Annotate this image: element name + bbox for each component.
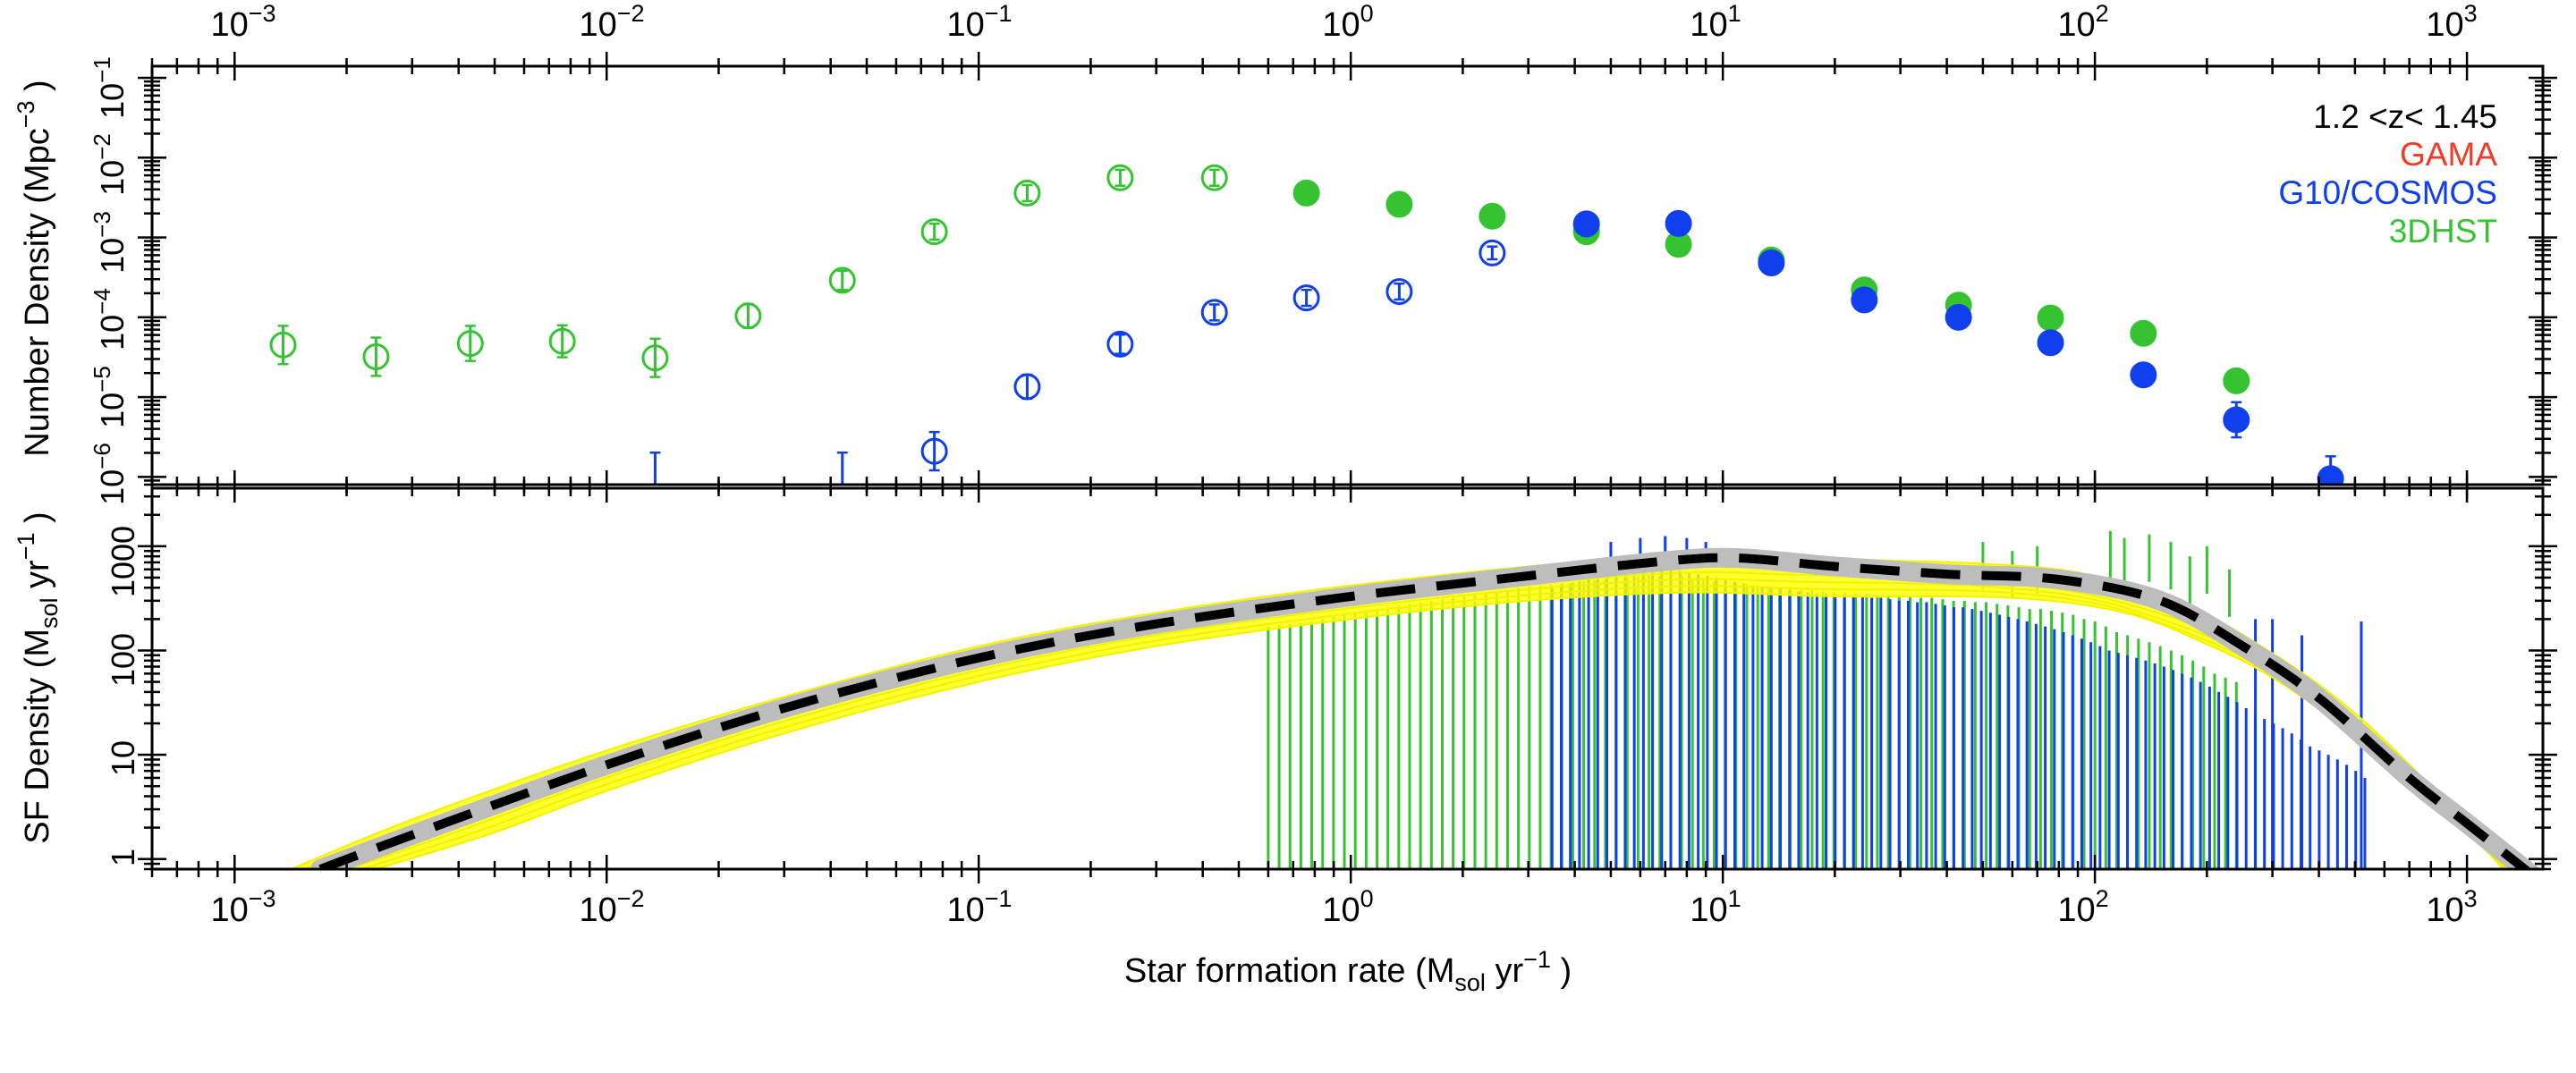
- bottom-y-axis-title: SF Density (Msol yr−1 ): [13, 511, 63, 843]
- top-x-tick-label: 10−3: [210, 0, 275, 44]
- g10-point: [1758, 249, 1785, 277]
- 3dhst-point: [828, 266, 856, 294]
- 3dhst-point: [2130, 319, 2157, 347]
- legend-g10-cosmos: G10/COSMOS: [2278, 174, 2497, 211]
- top-x-tick-labels: 10−3 10−2 10−1 100 101 102 103: [210, 0, 2477, 44]
- top-x-tick-label: 102: [2057, 0, 2108, 44]
- g10-point: [1292, 284, 1320, 312]
- top-panel: 10−3 10−2 10−1 100 101 102 103 10−6 10−5…: [13, 0, 2557, 505]
- bottom-data-layer: [291, 530, 2540, 869]
- top-y-tick-labels: 10−6 10−5 10−4 10−3 10−2 10−1: [89, 56, 131, 505]
- legend-gama: GAMA: [2400, 136, 2497, 173]
- g10-point: [2223, 406, 2250, 434]
- top-x-tick-label: 101: [1690, 0, 1741, 44]
- 3dhst-point: [1200, 164, 1228, 191]
- bottom-x-tick-label: 10−3: [210, 885, 275, 929]
- top-data-layer: [269, 164, 2344, 485]
- legend-3dhst: 3DHST: [2389, 213, 2497, 249]
- 3dhst-point: [362, 342, 390, 370]
- g10-point: [1945, 303, 1972, 331]
- bottom-x-tick-label: 102: [2057, 885, 2108, 929]
- 3dhst-point: [920, 218, 948, 246]
- 3dhst-point: [1479, 202, 1506, 230]
- fit-line: [318, 553, 2532, 869]
- top-x-tick-label: 10−1: [946, 0, 1012, 44]
- bottom-x-tick-label: 100: [1322, 885, 1373, 929]
- g10-point: [1851, 286, 1878, 314]
- g10-point: [1200, 299, 1228, 326]
- bottom-x-tick-label: 10−2: [579, 885, 644, 929]
- x-axis-title: Star formation rate (Msol yr−1 ): [1124, 946, 1572, 996]
- top-y-tick-label: 10−5: [89, 366, 131, 428]
- top-y-axis-title: Number Density (Mpc−3 ): [13, 80, 56, 456]
- bottom-axes: [138, 474, 2557, 883]
- g10-point: [920, 437, 948, 465]
- g10-point: [1572, 210, 1600, 238]
- g10-point: [1385, 278, 1413, 306]
- bottom-panel: 10−3 10−2 10−1 100 101 102 103 1 10 100 …: [13, 474, 2557, 996]
- 3dhst-point: [734, 302, 762, 330]
- top-y-tick-label: 10−2: [89, 133, 131, 196]
- 3dhst-point: [1013, 179, 1041, 207]
- top-x-tick-label: 10−2: [579, 0, 644, 44]
- g10-point: [2037, 329, 2064, 357]
- top-plot-frame: [150, 64, 2545, 486]
- top-axes: [138, 52, 2557, 499]
- bottom-y-tick-labels: 1 10 100 1000: [105, 526, 141, 866]
- top-y-tick-label: 10−1: [89, 56, 131, 119]
- top-y-tick-label: 10−6: [89, 443, 131, 505]
- 3dhst-point: [2223, 367, 2250, 394]
- legend-redshift: 1.2 <z< 1.45: [2313, 98, 2497, 135]
- bottom-y-tick-label: 1: [105, 849, 141, 866]
- 3dhst-point: [1385, 190, 1413, 218]
- top-x-tick-label: 100: [1322, 0, 1373, 44]
- g10-point: [1106, 330, 1134, 358]
- g10-point: [2130, 361, 2157, 389]
- top-y-tick-label: 10−4: [89, 288, 131, 351]
- bottom-x-tick-label: 10−1: [946, 885, 1012, 929]
- bottom-y-tick-label: 1000: [105, 526, 141, 597]
- bottom-x-tick-label: 101: [1690, 885, 1741, 929]
- legend: 1.2 <z< 1.45 GAMA G10/COSMOS 3DHST: [2278, 98, 2497, 249]
- bottom-plot-frame: [150, 486, 2545, 871]
- top-y-tick-label: 10−3: [89, 211, 131, 274]
- 3dhst-point: [548, 327, 576, 355]
- 3dhst-point: [2037, 304, 2064, 332]
- 3dhst-point: [269, 331, 297, 359]
- g10-point: [1013, 373, 1041, 401]
- g10-point: [1479, 239, 1506, 266]
- 3dhst-point: [1106, 164, 1134, 191]
- g10-point: [1665, 209, 1692, 237]
- bottom-y-tick-label: 100: [105, 633, 141, 687]
- 3dhst-point: [1292, 179, 1320, 207]
- top-x-tick-label: 103: [2426, 0, 2477, 44]
- 3dhst-point: [456, 330, 484, 358]
- bottom-x-tick-label: 103: [2426, 885, 2477, 929]
- bottom-x-tick-labels: 10−3 10−2 10−1 100 101 102 103: [210, 885, 2477, 929]
- 3dhst-point: [641, 344, 669, 372]
- bottom-y-tick-label: 10: [105, 740, 141, 776]
